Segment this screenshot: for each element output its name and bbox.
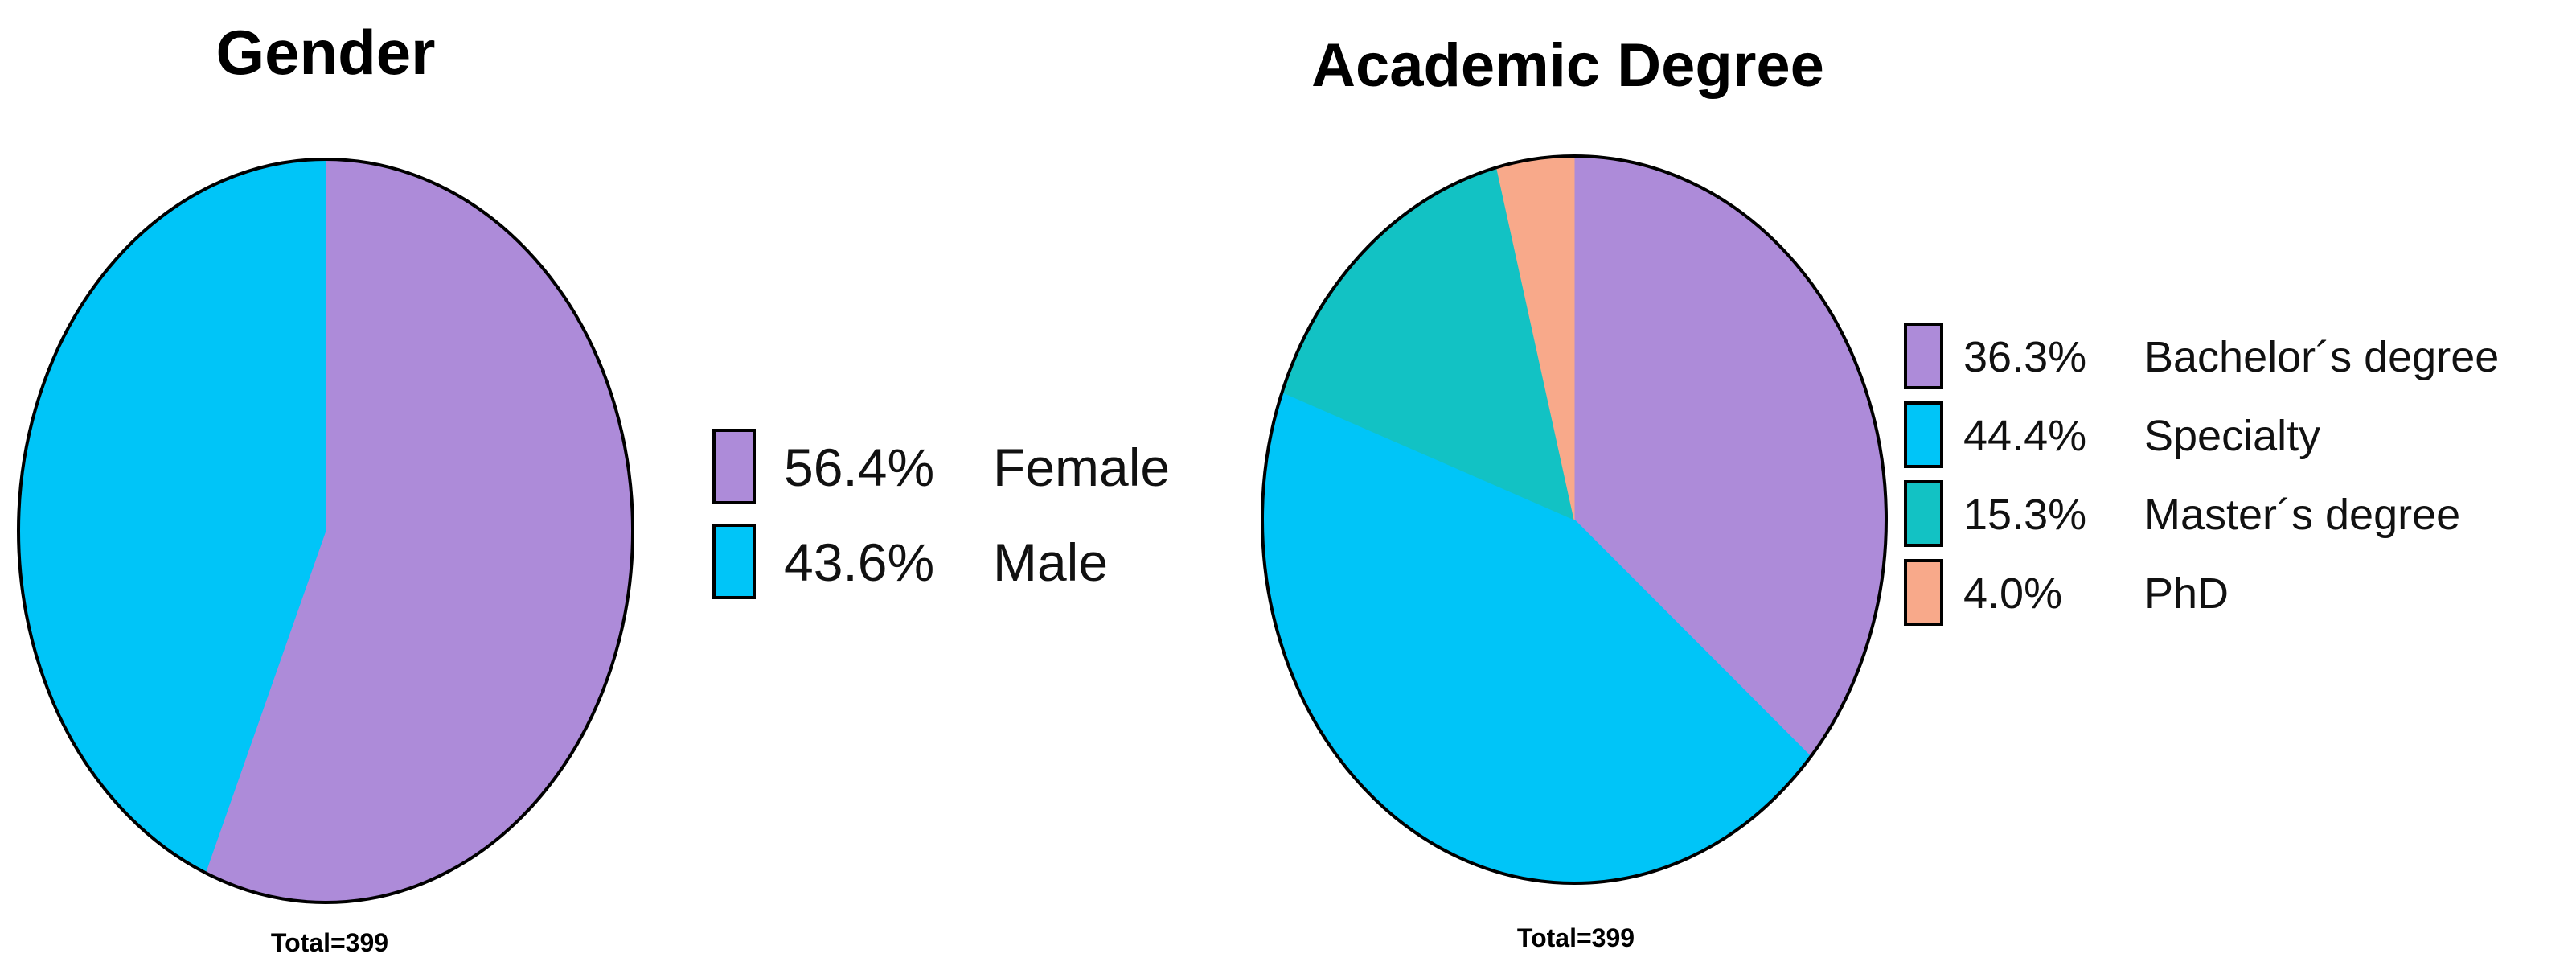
legend-percent: 15.3%	[1963, 491, 2086, 539]
gender-legend: 56.4% Female 43.6% Male	[712, 429, 1170, 599]
legend-swatch	[712, 429, 756, 504]
legend-item-specialty: 44.4% Specialty	[1904, 401, 2320, 468]
academic-degree-total-label: Total=399	[1517, 923, 1635, 952]
legend-item-male: 43.6% Male	[712, 524, 1108, 599]
legend-label: Specialty	[2144, 412, 2320, 460]
legend-label: Male	[993, 532, 1108, 592]
legend-item-female: 56.4% Female	[712, 429, 1170, 504]
legend-swatch	[712, 524, 756, 599]
legend-swatch	[1904, 401, 1943, 468]
academic-degree-pie	[1261, 154, 1888, 885]
legend-swatch	[1904, 559, 1943, 626]
legend-label: Bachelor´s degree	[2144, 333, 2499, 381]
legend-swatch	[1904, 323, 1943, 389]
academic-degree-legend: 36.3% Bachelor´s degree 44.4% Specialty 15.3…	[1904, 323, 2499, 626]
legend-percent: 43.6%	[784, 532, 934, 592]
pie-outline	[1261, 154, 1888, 885]
legend-item-bachelor-s-degree: 36.3% Bachelor´s degree	[1904, 323, 2499, 389]
legend-item-master-s-degree: 15.3% Master´s degree	[1904, 480, 2460, 547]
legend-swatch	[1904, 480, 1943, 547]
gender-total-label: Total=399	[271, 928, 388, 957]
legend-percent: 4.0%	[1963, 569, 2062, 618]
legend-label: PhD	[2144, 569, 2229, 618]
gender-chart-title: Gender	[215, 17, 435, 88]
pie-outline	[17, 158, 634, 904]
legend-item-phd: 4.0% PhD	[1904, 559, 2229, 626]
legend-percent: 44.4%	[1963, 412, 2086, 460]
legend-percent: 56.4%	[784, 438, 934, 497]
legend-percent: 36.3%	[1963, 333, 2086, 381]
gender-chart: Gender Total=399 56.4% Female 43.6% Male	[17, 17, 1170, 957]
academic-degree-chart: Academic Degree Total=399 36.3% Bachelor´…	[1261, 31, 2499, 952]
legend-label: Master´s degree	[2144, 491, 2460, 539]
legend-label: Female	[993, 438, 1170, 497]
academic-degree-chart-title: Academic Degree	[1311, 31, 1824, 100]
gender-pie	[17, 158, 634, 904]
